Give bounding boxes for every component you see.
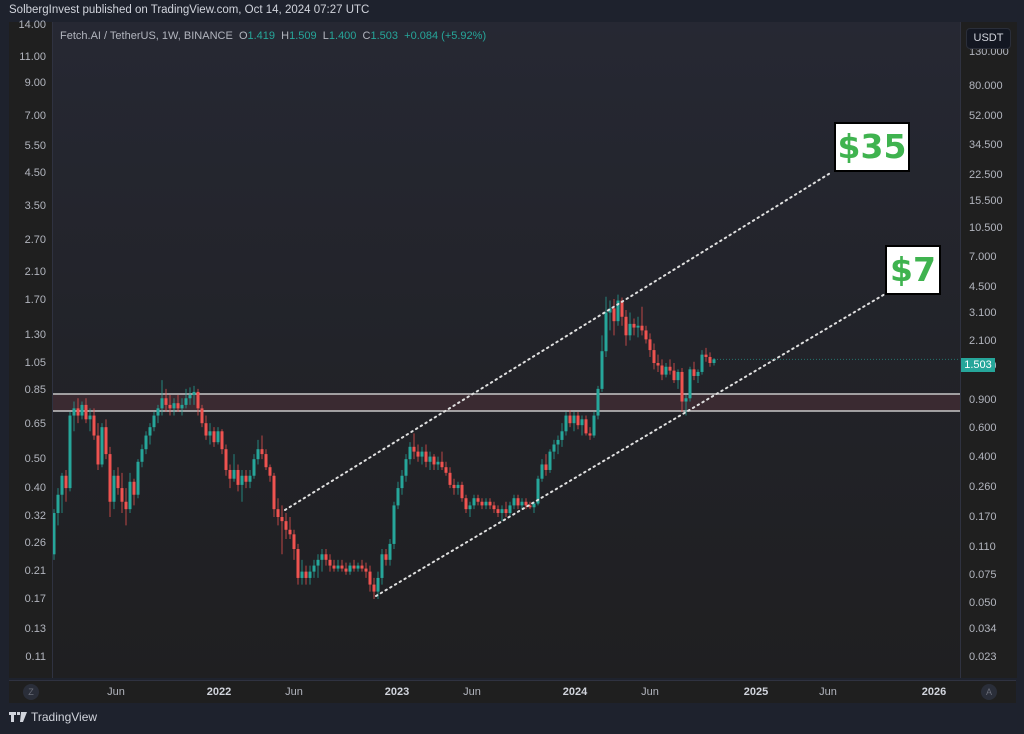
brand-name: TradingView bbox=[31, 710, 98, 724]
publisher-line: SolbergInvest published on TradingView.c… bbox=[9, 4, 370, 16]
left-price-axis[interactable]: 14.00 11.00 9.00 7.00 5.50 4.50 3.50 2.70 2.10 1.… bbox=[9, 19, 53, 678]
right-axis-tick: 7.000 bbox=[969, 251, 997, 263]
close-value: 1.503 bbox=[370, 30, 399, 42]
right-axis-tick: 2.100 bbox=[969, 335, 997, 347]
close-label: C bbox=[362, 30, 371, 42]
right-axis-tick: 80.000 bbox=[969, 80, 1003, 92]
tradingview-logo-icon bbox=[9, 712, 27, 722]
time-axis-tick: Jun bbox=[107, 686, 125, 698]
time-axis-tick: 2026 bbox=[921, 686, 947, 698]
right-axis-tick: 34.500 bbox=[969, 139, 1003, 151]
last-price-tag: 1.503 bbox=[961, 358, 995, 372]
low-label: L bbox=[322, 30, 329, 42]
candlestick-chart bbox=[53, 171, 960, 599]
time-axis[interactable]: Z A Jun 2022 Jun 2023 Jun 2024 Jun 2025 Jun 2026 bbox=[9, 680, 1016, 703]
candles bbox=[53, 294, 716, 599]
right-axis-tick: 0.023 bbox=[969, 651, 997, 663]
right-axis-tick: 52.000 bbox=[969, 110, 1003, 122]
left-axis-tick: 9.00 bbox=[24, 77, 46, 89]
left-axis-tick: 1.05 bbox=[24, 357, 46, 369]
left-axis-tick: 11.00 bbox=[19, 51, 46, 63]
auto-scale-button[interactable]: A bbox=[981, 684, 997, 700]
right-axis-tick: 0.170 bbox=[969, 511, 997, 523]
support-resistance-zone[interactable] bbox=[53, 394, 960, 411]
symbol-title: Fetch.AI / TetherUS, 1W, BINANCE bbox=[60, 30, 233, 42]
left-axis-tick: 0.17 bbox=[24, 593, 46, 605]
time-axis-tick: Jun bbox=[819, 686, 837, 698]
left-axis-tick: 5.50 bbox=[24, 140, 46, 152]
left-axis-tick: 4.50 bbox=[24, 167, 46, 179]
left-axis-tick: 3.50 bbox=[24, 200, 46, 212]
left-axis-tick: 0.13 bbox=[24, 623, 46, 635]
right-axis-tick: 0.034 bbox=[969, 623, 997, 635]
change-value: +0.084 (+5.92%) bbox=[404, 30, 487, 42]
time-axis-tick: 2022 bbox=[206, 686, 232, 698]
time-axis-tick: 2024 bbox=[562, 686, 588, 698]
right-axis-tick: 0.600 bbox=[969, 422, 997, 434]
left-axis-tick: 2.70 bbox=[24, 234, 46, 246]
zoom-reset-button[interactable]: Z bbox=[23, 684, 39, 700]
time-axis-tick: Jun bbox=[463, 686, 481, 698]
right-axis-tick: 4.500 bbox=[969, 281, 997, 293]
left-axis-tick: 0.50 bbox=[24, 453, 46, 465]
left-axis-tick: 1.70 bbox=[24, 294, 46, 306]
channel-line-lower[interactable] bbox=[375, 293, 886, 597]
left-axis-tick: 0.65 bbox=[24, 418, 46, 430]
right-axis-tick: 0.075 bbox=[969, 569, 997, 581]
right-axis-tick: 0.260 bbox=[969, 481, 997, 493]
right-axis-tick: 3.100 bbox=[969, 307, 997, 319]
left-axis-tick: 2.10 bbox=[24, 266, 46, 278]
left-axis-tick: 7.00 bbox=[24, 110, 46, 122]
time-axis-tick: 2025 bbox=[743, 686, 769, 698]
lower-target-label: $7 bbox=[885, 245, 941, 295]
left-axis-tick: 0.32 bbox=[24, 510, 46, 522]
time-axis-tick: Jun bbox=[641, 686, 659, 698]
right-axis-tick: 15.500 bbox=[969, 195, 1003, 207]
right-axis-tick: 10.500 bbox=[969, 222, 1003, 234]
low-value: 1.400 bbox=[328, 30, 357, 42]
plot-area[interactable] bbox=[53, 22, 960, 678]
high-label: H bbox=[281, 30, 290, 42]
right-price-axis[interactable]: 130.000 80.000 52.000 34.500 22.500 15.500 10.… bbox=[960, 22, 1017, 678]
left-axis-tick: 0.40 bbox=[24, 482, 46, 494]
right-axis-tick: 0.900 bbox=[969, 394, 997, 406]
high-value: 1.509 bbox=[289, 30, 317, 42]
right-axis-tick: 130.000 bbox=[969, 46, 1009, 58]
time-axis-tick: 2023 bbox=[384, 686, 410, 698]
open-label: O bbox=[238, 30, 248, 42]
left-axis-tick: 1.30 bbox=[24, 329, 46, 341]
left-axis-tick: 0.11 bbox=[25, 651, 46, 663]
time-axis-tick: Jun bbox=[285, 686, 303, 698]
left-axis-tick: 0.21 bbox=[24, 565, 46, 577]
currency-button[interactable]: USDT bbox=[966, 28, 1011, 49]
right-axis-tick: 0.110 bbox=[969, 541, 996, 553]
right-axis-tick: 0.050 bbox=[969, 597, 997, 609]
right-axis-tick: 0.400 bbox=[969, 451, 997, 463]
open-value: 1.419 bbox=[247, 30, 276, 42]
left-axis-tick: 0.26 bbox=[24, 537, 46, 549]
right-axis-tick: 22.500 bbox=[969, 169, 1003, 181]
channel-line-upper[interactable] bbox=[284, 171, 833, 511]
tradingview-branding[interactable]: TradingView bbox=[9, 710, 97, 724]
symbol-legend: Fetch.AI / TetherUS, 1W, BINANCE O1.419 … bbox=[60, 30, 486, 42]
left-axis-tick: 14.00 bbox=[18, 19, 46, 31]
upper-target-label: $35 bbox=[834, 122, 910, 172]
left-axis-tick: 0.85 bbox=[24, 384, 46, 396]
